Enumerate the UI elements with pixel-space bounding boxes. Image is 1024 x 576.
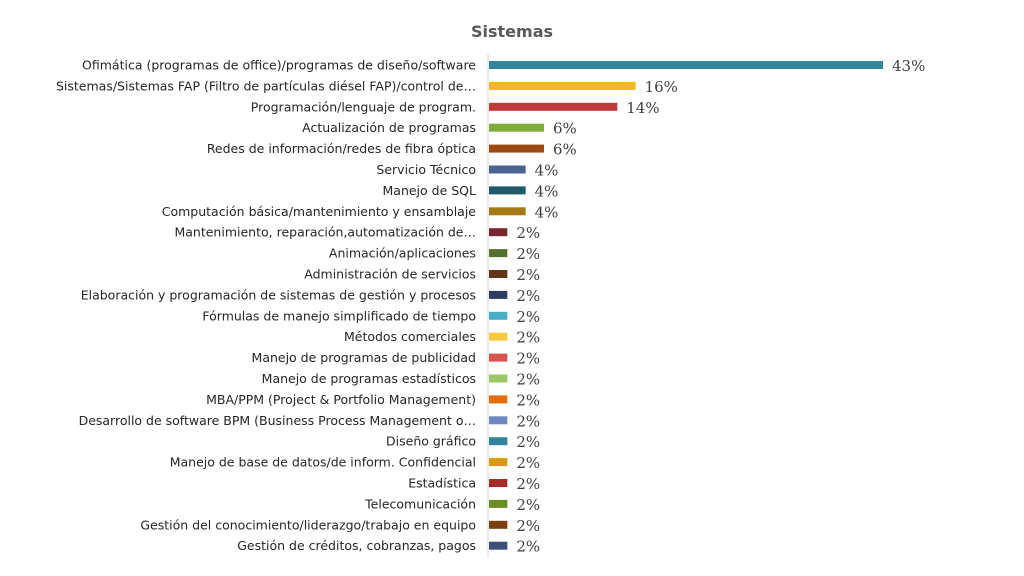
bar	[489, 541, 508, 550]
bar	[489, 61, 883, 69]
bar	[489, 144, 544, 153]
bar	[489, 186, 526, 195]
category-label: Gestión del conocimiento/liderazgo/traba…	[140, 517, 476, 532]
category-label: Sistemas/Sistemas FAP (Filtro de partícu…	[56, 78, 476, 93]
data-label: 6%	[553, 141, 577, 159]
data-label: 2%	[516, 433, 540, 451]
bar	[489, 332, 508, 341]
bar	[489, 416, 508, 425]
bar	[489, 520, 508, 529]
data-label: 2%	[516, 308, 540, 326]
category-label: Elaboración y programación de sistemas d…	[81, 287, 476, 302]
bar	[489, 102, 618, 111]
data-label: 2%	[516, 391, 540, 409]
data-label: 2%	[516, 329, 540, 347]
category-label: Actualización de programas	[302, 120, 476, 135]
category-label: Administración de servicios	[304, 267, 476, 282]
bar	[489, 311, 508, 320]
data-label: 14%	[626, 99, 659, 117]
bar	[489, 81, 636, 90]
data-label: 4%	[535, 203, 559, 221]
bar	[489, 165, 526, 174]
category-label: Ofimática (programas de office)/programa…	[82, 58, 476, 73]
category-label: MBA/PPM (Project & Portfolio Management)	[206, 392, 476, 407]
category-label: Manejo de SQL	[383, 183, 477, 198]
bar	[489, 458, 508, 467]
category-label: Métodos comerciales	[344, 329, 476, 344]
data-label: 2%	[516, 412, 540, 430]
bar	[489, 479, 508, 487]
bar	[489, 374, 508, 383]
bar	[489, 290, 508, 299]
data-label: 43%	[892, 57, 925, 75]
data-label: 2%	[516, 224, 540, 242]
category-label: Redes de información/redes de fibra ópti…	[207, 141, 476, 156]
data-label: 2%	[516, 538, 540, 556]
chart-title: Sistemas	[470, 22, 554, 41]
data-label: 6%	[553, 120, 577, 138]
data-label: 2%	[516, 245, 540, 263]
bar	[489, 228, 508, 237]
bar	[489, 437, 508, 446]
category-label: Telecomunicación	[364, 496, 476, 511]
bar	[489, 123, 544, 132]
data-label: 2%	[516, 287, 540, 305]
data-label: 4%	[535, 162, 559, 180]
category-label: Gestión de créditos, cobranzas, pagos	[237, 538, 476, 553]
category-label: Fórmulas de manejo simplificado de tiemp…	[202, 308, 476, 323]
data-label: 2%	[516, 475, 540, 493]
category-label: Mantenimiento, reparación,automatización…	[174, 225, 476, 240]
data-label: 2%	[516, 350, 540, 368]
bar	[489, 395, 508, 404]
category-label: Manejo de programas estadísticos	[262, 371, 476, 386]
category-label: Diseño gráfico	[386, 434, 476, 449]
bar	[489, 270, 508, 278]
category-label: Desarrollo de software BPM (Business Pro…	[79, 413, 476, 428]
category-label: Computación básica/mantenimiento y ensam…	[162, 204, 477, 219]
data-label: 2%	[516, 496, 540, 514]
category-label: Programación/lenguaje de program.	[251, 99, 476, 114]
category-label: Manejo de base de datos/de inform. Confi…	[170, 455, 476, 470]
data-label: 2%	[516, 266, 540, 284]
bar	[489, 249, 508, 258]
data-label: 4%	[535, 182, 559, 200]
data-label: 16%	[645, 78, 678, 96]
bar	[489, 499, 508, 508]
category-label: Manejo de programas de publicidad	[252, 350, 476, 365]
bar	[489, 207, 526, 216]
data-label: 2%	[516, 517, 540, 535]
category-label: Servicio Técnico	[376, 162, 476, 177]
bar	[489, 353, 508, 362]
data-label: 2%	[516, 371, 540, 389]
data-label: 2%	[516, 454, 540, 472]
category-label: Estadística	[408, 476, 476, 491]
category-label: Animación/aplicaciones	[329, 246, 476, 261]
